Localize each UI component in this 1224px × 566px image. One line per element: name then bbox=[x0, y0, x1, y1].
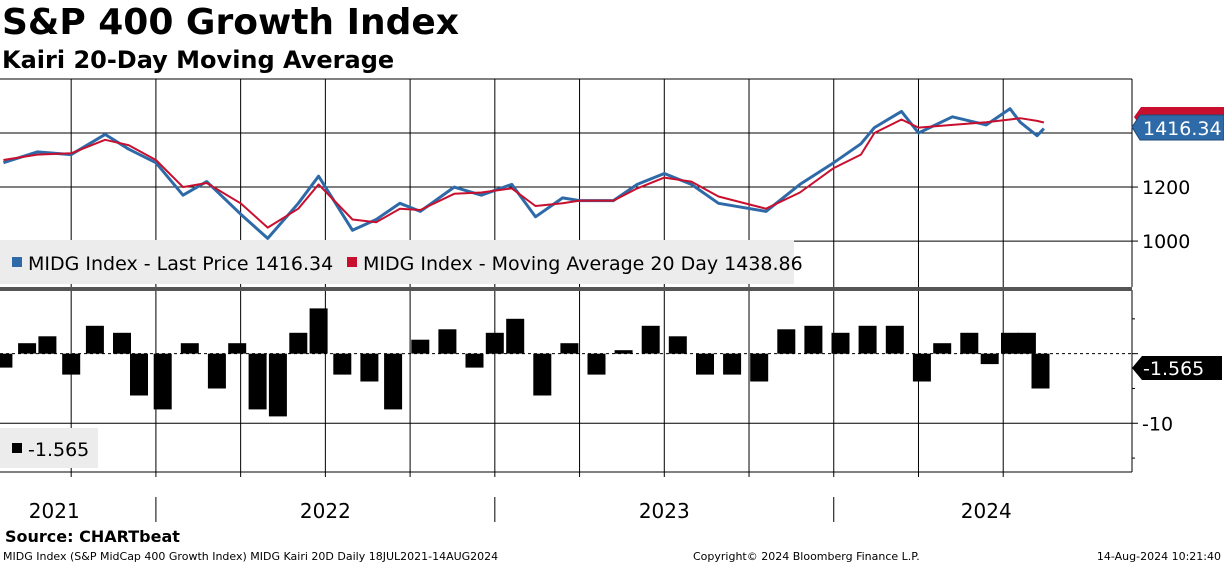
kairi-last-value: -1.565 bbox=[1143, 358, 1204, 380]
kairi-bar bbox=[485, 332, 504, 354]
kairi-bar bbox=[438, 329, 457, 354]
kairi-bar bbox=[933, 343, 952, 354]
kairi-bar bbox=[560, 343, 579, 354]
kairi-bar bbox=[668, 336, 687, 354]
source-note: Source: CHARTbeat bbox=[5, 527, 180, 546]
legend-swatch-price bbox=[12, 257, 22, 267]
xtick-label-year: 2021 bbox=[29, 499, 80, 523]
legend-kairi-text: -1.565 bbox=[28, 439, 89, 461]
xtick-label-year: 2023 bbox=[639, 499, 690, 523]
kairi-bar bbox=[1031, 353, 1050, 389]
kairi-legend: -1.565 bbox=[0, 428, 98, 468]
kairi-bar bbox=[62, 353, 81, 375]
kairi-bar bbox=[723, 353, 742, 375]
legend-price-text: MIDG Index - Last Price 1416.34 bbox=[28, 253, 333, 275]
kairi-bar bbox=[465, 353, 484, 368]
kairi-bar bbox=[333, 353, 352, 375]
kairi-bar bbox=[207, 353, 226, 389]
kairi-bar bbox=[248, 353, 267, 410]
kairi-bar bbox=[777, 329, 796, 354]
price-legend: MIDG Index - Last Price 1416.34 MIDG Ind… bbox=[0, 240, 803, 284]
kairi-bar bbox=[696, 353, 714, 375]
kairi-bar bbox=[289, 332, 308, 354]
kairi-bar bbox=[858, 325, 877, 354]
legend-ma-text: MIDG Index - Moving Average 20 Day 1438.… bbox=[363, 253, 803, 275]
kairi-bar bbox=[533, 353, 552, 396]
xtick-label-year: 2024 bbox=[961, 499, 1012, 523]
kairi-bar bbox=[268, 353, 287, 417]
kairi-bar bbox=[384, 353, 403, 410]
legend-swatch-ma bbox=[347, 257, 357, 267]
kairi-bar bbox=[360, 353, 379, 382]
kairi-bar bbox=[153, 353, 172, 410]
ytick-label-price: 1200 bbox=[1142, 177, 1190, 199]
kairi-bar bbox=[130, 353, 148, 396]
kairi-bar bbox=[804, 325, 823, 354]
kairi-bar bbox=[641, 325, 660, 354]
kairi-bar bbox=[180, 343, 199, 354]
kairi-bar bbox=[38, 336, 57, 354]
kairi-bar bbox=[980, 353, 999, 365]
kairi-bar bbox=[831, 332, 850, 354]
legend-swatch-kairi bbox=[12, 443, 22, 453]
kairi-bar bbox=[750, 353, 769, 382]
kairi-bar bbox=[885, 325, 904, 354]
price-last-flag: 1416.34 bbox=[1131, 114, 1224, 141]
kairi-bar bbox=[960, 332, 979, 354]
kairi-bar bbox=[113, 332, 131, 354]
series-ma-20 bbox=[3, 117, 1045, 229]
kairi-bar bbox=[614, 350, 633, 354]
footer-description: MIDG Index (S&P MidCap 400 Growth Index)… bbox=[3, 550, 499, 563]
chart-title: S&P 400 Growth Index bbox=[2, 2, 460, 43]
kairi-bar bbox=[0, 353, 13, 368]
kairi-last-flag: -1.565 bbox=[1132, 356, 1222, 380]
kairi-bar bbox=[85, 325, 104, 354]
kairi-bar bbox=[506, 318, 525, 354]
price-panel bbox=[0, 78, 1133, 287]
xtick-label-year: 2022 bbox=[300, 499, 351, 523]
panel-divider[interactable] bbox=[0, 287, 1132, 291]
kairi-bar bbox=[228, 343, 247, 354]
kairi-bar bbox=[411, 339, 430, 354]
kairi-bar bbox=[1001, 332, 1019, 354]
price-last-value: 1416.34 bbox=[1143, 118, 1222, 140]
kairi-bar bbox=[912, 353, 931, 382]
footer-timestamp: 14-Aug-2024 10:21:40 bbox=[1096, 550, 1221, 563]
chart-subtitle: Kairi 20-Day Moving Average bbox=[2, 46, 395, 74]
kairi-bar bbox=[587, 353, 606, 375]
kairi-bar bbox=[18, 343, 37, 354]
series-last-price bbox=[2, 107, 1045, 240]
ytick-label-price: 1000 bbox=[1142, 231, 1190, 253]
kairi-bar bbox=[309, 308, 328, 354]
ytick-label-kairi: -10 bbox=[1142, 413, 1173, 435]
footer-copyright: Copyright© 2024 Bloomberg Finance L.P. bbox=[693, 550, 920, 563]
kairi-bar bbox=[1017, 332, 1036, 354]
